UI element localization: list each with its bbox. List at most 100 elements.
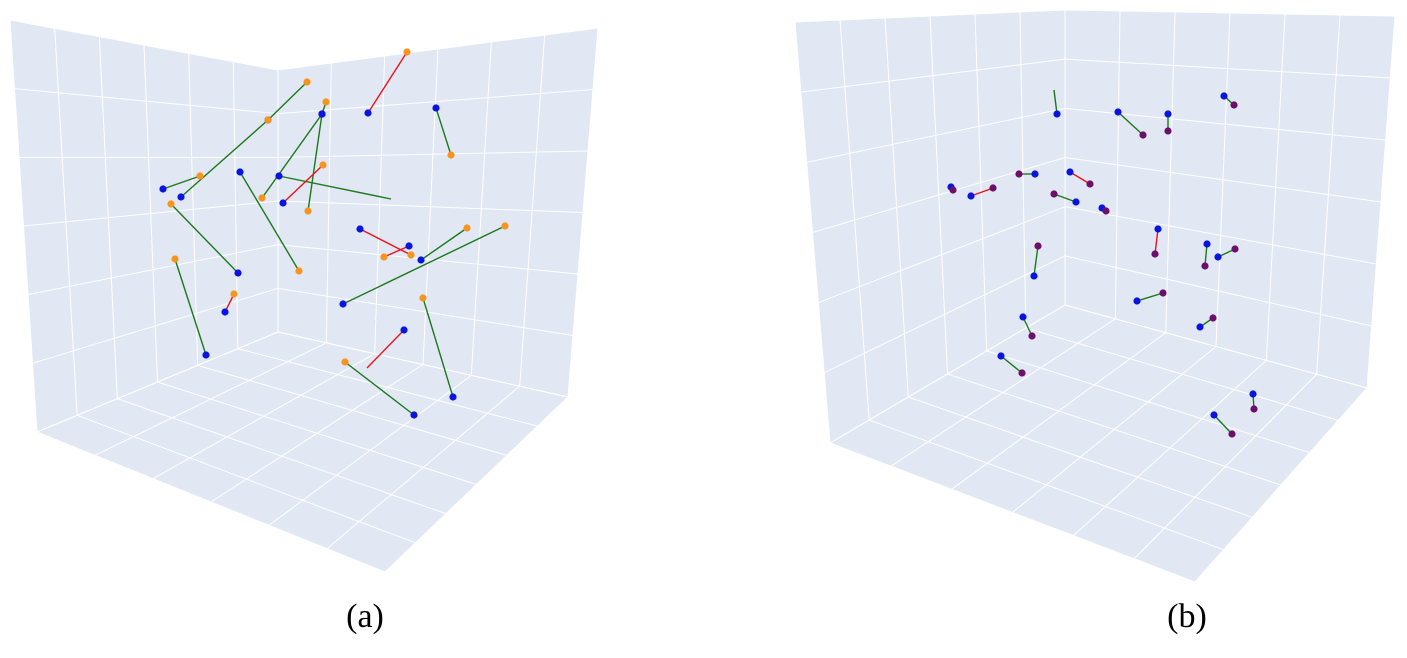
grid-line: [268, 374, 472, 526]
grid-line: [277, 150, 589, 158]
end-point: [303, 78, 311, 86]
end-point: [380, 253, 388, 261]
end-point: [341, 358, 349, 366]
floor-plane: [830, 305, 1367, 582]
grid-line: [890, 318, 1116, 467]
end-point: [949, 186, 957, 194]
grid-line: [210, 364, 424, 503]
end-point: [295, 267, 303, 275]
grid-line: [277, 244, 579, 275]
start-point: [449, 393, 457, 401]
grid-line: [812, 157, 1066, 233]
start-point: [339, 300, 347, 308]
start-point: [1249, 390, 1257, 398]
start-point: [400, 326, 408, 334]
start-point: [279, 199, 287, 207]
start-point: [177, 193, 185, 201]
end-point: [1034, 242, 1042, 250]
start-point: [417, 256, 425, 264]
back-wall-right: [1065, 10, 1395, 388]
grid-line: [1072, 359, 1267, 537]
start-point: [405, 242, 413, 250]
match-segment: [174, 258, 207, 356]
caption-b: (b): [1167, 598, 1207, 635]
end-point: [1018, 369, 1026, 377]
end-point: [167, 200, 175, 208]
end-point: [264, 116, 272, 124]
grid-line: [32, 287, 279, 364]
end-point: [196, 172, 204, 180]
grid-line: [794, 9, 1066, 23]
grid-line: [27, 244, 279, 296]
match-segment: [422, 297, 454, 398]
end-point: [1209, 314, 1217, 322]
match-segment: [261, 113, 323, 199]
grid-line: [384, 396, 569, 573]
back-wall-right: [278, 28, 598, 397]
match-segment: [307, 113, 323, 212]
grid-line: [1133, 373, 1318, 560]
start-point: [364, 109, 372, 117]
end-point: [407, 251, 415, 259]
start-point: [1053, 110, 1061, 118]
mismatch-segment: [1154, 228, 1159, 255]
end-point: [1086, 180, 1094, 188]
end-point: [319, 161, 327, 169]
floor-plane: [37, 332, 568, 572]
end-point: [1102, 207, 1110, 215]
start-point: [356, 225, 364, 233]
pair-segments: [950, 89, 1255, 435]
start-point: [1133, 297, 1141, 305]
match-segment: [170, 203, 239, 274]
end-point: [989, 184, 997, 192]
match-segment: [1117, 111, 1144, 136]
match-segment: [267, 81, 308, 121]
start-point: [1066, 168, 1074, 176]
start-point: [1196, 323, 1204, 331]
grid-line: [277, 27, 599, 71]
mismatch-segment: [970, 187, 994, 197]
points: [947, 92, 1258, 438]
points: [159, 48, 509, 419]
end-point: [1228, 430, 1236, 438]
grid-line: [1064, 9, 1396, 17]
match-segment: [278, 175, 392, 200]
start-point: [967, 192, 975, 200]
mismatch-segment: [383, 245, 410, 258]
grid-line: [951, 332, 1166, 490]
start-point: [159, 185, 167, 193]
end-point: [230, 290, 238, 298]
grid-line: [36, 331, 279, 433]
match-segment: [1204, 243, 1208, 267]
start-point: [432, 104, 440, 112]
start-point: [234, 269, 242, 277]
subfigure-a: (a): [0, 0, 700, 658]
back-wall-left: [10, 20, 278, 432]
grid-line: [1064, 58, 1391, 79]
match-segment: [162, 175, 201, 190]
end-point: [403, 48, 411, 56]
grid-line: [1194, 387, 1368, 583]
mismatch-segment: [366, 329, 405, 369]
start-point: [1114, 108, 1122, 116]
match-segment: [1033, 245, 1039, 277]
grid-line: [9, 19, 279, 71]
start-point: [236, 168, 244, 176]
mismatch-segment: [367, 51, 408, 114]
grid-line: [800, 58, 1066, 93]
end-point: [1139, 131, 1147, 139]
end-point: [501, 222, 509, 230]
grid-line: [806, 107, 1066, 163]
grid-line: [94, 342, 327, 456]
end-point: [1050, 190, 1058, 198]
start-point: [1154, 225, 1162, 233]
start-point: [318, 110, 326, 118]
start-point: [275, 172, 283, 180]
grid-line: [829, 304, 1066, 444]
end-point: [447, 151, 455, 159]
end-point: [463, 224, 471, 232]
start-point: [221, 308, 229, 316]
end-point: [171, 255, 179, 263]
start-point: [1031, 170, 1039, 178]
start-point: [1030, 272, 1038, 280]
